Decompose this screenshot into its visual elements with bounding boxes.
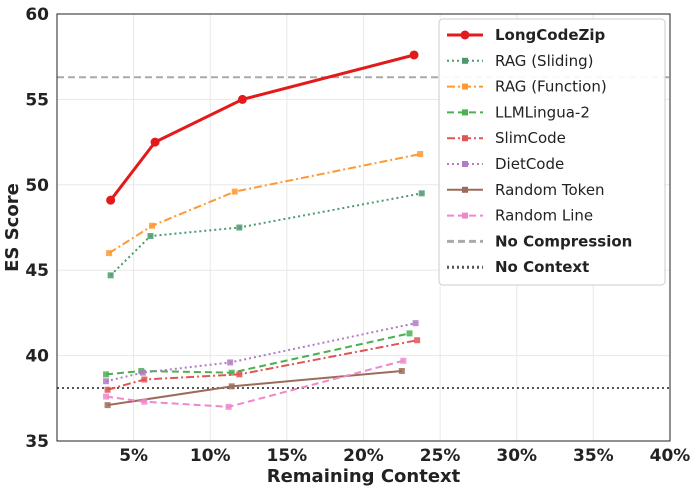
data-point [141, 398, 148, 405]
legend-label: SlimCode [495, 129, 566, 147]
x-tick-label: 40% [650, 446, 691, 466]
series-group [103, 50, 425, 410]
legend-marker [460, 30, 470, 40]
data-point [150, 137, 160, 147]
series-line [109, 53, 415, 202]
data-point [227, 359, 234, 366]
legend-item: No Context [447, 258, 589, 276]
legend-label: DietCode [495, 155, 564, 173]
data-point [139, 369, 146, 376]
legend-item: LLMLingua-2 [447, 103, 590, 121]
legend-label: Random Line [495, 207, 593, 225]
series-line [108, 153, 421, 254]
data-point [409, 50, 419, 60]
x-tick-label: 25% [420, 446, 461, 466]
data-point [104, 402, 111, 409]
x-tick-label: 10% [190, 446, 231, 466]
data-point [147, 233, 154, 240]
y-tick-label: 50 [25, 176, 49, 196]
data-point [414, 337, 421, 344]
data-point [400, 357, 407, 364]
legend-label: No Compression [495, 232, 632, 250]
legend-label: No Context [495, 258, 589, 276]
data-point [231, 188, 238, 195]
x-tick-label: 15% [267, 446, 308, 466]
y-tick-label: 40 [25, 347, 49, 367]
x-ticks: 5% 10% 15% 20% 25% 30% 35% 40% [119, 446, 690, 466]
y-tick-label: 60 [25, 5, 49, 25]
y-ticks: 35 40 45 50 55 60 [25, 5, 49, 452]
data-point [107, 272, 114, 279]
x-tick-label: 20% [343, 446, 384, 466]
data-point [106, 250, 113, 257]
series-slimcode [104, 337, 421, 393]
series-line [105, 359, 404, 408]
series-rag-function [106, 151, 424, 257]
series-rag-sliding [107, 190, 425, 279]
legend-marker [462, 135, 468, 142]
y-tick-label: 35 [25, 432, 49, 452]
legend-item: RAG (Function) [447, 78, 607, 96]
legend-item: SlimCode [447, 129, 566, 147]
data-point [228, 369, 235, 376]
series-random-line [103, 357, 407, 410]
data-point [103, 393, 110, 400]
legend: LongCodeZip RAG (Sliding) RAG (Function) LL… [438, 18, 666, 286]
x-tick-label: 5% [119, 446, 148, 466]
series-longcodezip [106, 50, 419, 205]
series-line [105, 332, 410, 376]
legend-label: LongCodeZip [495, 26, 606, 44]
legend-label: RAG (Function) [495, 78, 607, 96]
data-point [236, 371, 243, 378]
legend-label: Random Token [495, 181, 605, 199]
data-point [406, 330, 413, 337]
data-point [228, 383, 235, 390]
legend-item: No Compression [447, 232, 632, 250]
y-tick-label: 45 [25, 261, 49, 281]
legend-marker [462, 109, 468, 116]
y-tick-label: 55 [25, 90, 49, 110]
data-point [412, 320, 419, 327]
data-point [104, 386, 111, 393]
data-point [398, 367, 405, 374]
data-point [141, 376, 148, 383]
series-dietcode [103, 320, 419, 385]
data-point [149, 222, 156, 229]
data-point [106, 195, 116, 205]
legend-marker [462, 57, 468, 64]
data-point [103, 371, 110, 378]
plot-frame [56, 13, 671, 442]
data-point [237, 94, 247, 104]
x-tick-label: 30% [496, 446, 537, 466]
legend-label: RAG (Sliding) [495, 52, 593, 70]
legend-item: DietCode [447, 155, 564, 173]
legend-label: LLMLingua-2 [495, 103, 590, 121]
series-line [109, 192, 422, 277]
x-tick-label: 35% [573, 446, 614, 466]
legend-marker [462, 186, 468, 193]
legend-marker [462, 161, 468, 167]
legend-marker [462, 212, 468, 219]
data-point [225, 403, 232, 410]
data-point [418, 190, 425, 197]
legend-item: Random Line [447, 207, 593, 225]
data-point [103, 378, 110, 385]
legend-marker [462, 83, 468, 90]
data-point [417, 151, 424, 158]
legend-item: RAG (Sliding) [447, 52, 593, 70]
series-line [107, 339, 418, 391]
y-axis-label: ES Score [2, 183, 23, 272]
series-line [105, 322, 416, 383]
legend-item: LongCodeZip [447, 26, 606, 44]
legend-box [438, 18, 666, 286]
legend-item: Random Token [447, 181, 605, 199]
data-point [236, 224, 243, 231]
x-axis-label: Remaining Context [267, 466, 461, 487]
